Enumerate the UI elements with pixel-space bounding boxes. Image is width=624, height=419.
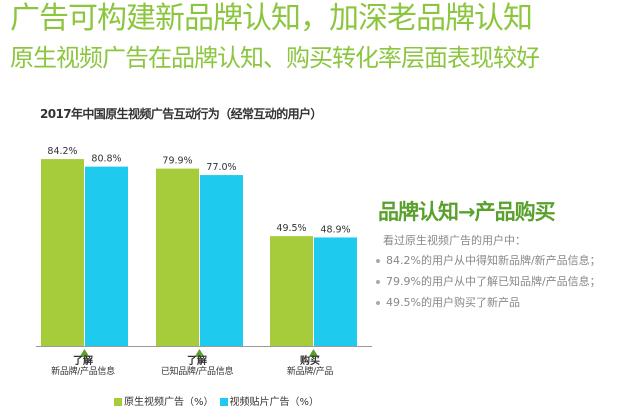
category-label-line1: 了解 xyxy=(73,356,93,367)
side-heading: 品牌认知→产品购买 xyxy=(378,200,556,224)
bar-series1-cat1 xyxy=(200,175,243,346)
data-label: 49.5% xyxy=(276,223,306,234)
data-label: 84.2% xyxy=(47,146,77,157)
list-item-text: 49.5%的用户购买了新产品 xyxy=(386,296,520,309)
bullet-icon xyxy=(376,258,380,263)
side-intro: 看过原生视频广告的用户中： xyxy=(383,234,526,247)
category-marker-icon xyxy=(194,349,205,357)
data-label: 79.9% xyxy=(162,156,192,167)
legend-swatch-cyan xyxy=(219,398,228,406)
category-label-2: 购买 新品牌/产品 xyxy=(255,356,365,378)
bar-series1-cat2 xyxy=(314,237,357,346)
list-item: 49.5%的用户购买了新产品 xyxy=(374,292,601,313)
bullet-icon xyxy=(376,279,380,284)
list-item: 84.2%的用户从中得知新品牌/新产品信息； xyxy=(374,250,601,271)
category-marker-icon xyxy=(79,349,90,357)
bullet-icon xyxy=(376,300,380,305)
page-title: 广告可构建新品牌认知，加深老品牌认知 xyxy=(10,1,533,36)
legend-item-preroll: 视频贴片广告（%） xyxy=(219,393,320,408)
chart-legend: 原生视频广告（%） 视频贴片广告（%） xyxy=(114,393,319,408)
category-label-line2: 新品牌/产品信息 xyxy=(51,367,115,377)
category-label-1: 了解 已知品牌/产品信息 xyxy=(142,356,252,378)
data-label: 80.8% xyxy=(91,154,121,165)
legend-swatch-green xyxy=(114,398,122,406)
legend-label: 视频贴片广告（%） xyxy=(229,397,320,408)
category-label-0: 了解 新品牌/产品信息 xyxy=(28,356,138,378)
data-label: 77.0% xyxy=(206,162,236,173)
category-label-line1: 了解 xyxy=(187,356,207,367)
bar-series0-cat0 xyxy=(41,159,84,346)
category-marker-icon xyxy=(308,349,319,357)
category-label-line2: 已知品牌/产品信息 xyxy=(160,367,234,377)
data-label: 48.9% xyxy=(320,224,350,235)
side-bullet-list: 84.2%的用户从中得知新品牌/新产品信息； 79.9%的用户从中了解已知品牌/… xyxy=(374,250,601,313)
category-label-line2: 新品牌/产品 xyxy=(286,367,334,377)
page-subtitle: 原生视频广告在品牌认知、购买转化率层面表现较好 xyxy=(10,44,540,72)
list-item-text: 79.9%的用户从中了解已知品牌/产品信息； xyxy=(386,275,601,288)
legend-item-native: 原生视频广告（%） xyxy=(114,393,214,408)
legend-label: 原生视频广告（%） xyxy=(124,397,214,408)
list-item: 79.9%的用户从中了解已知品牌/产品信息； xyxy=(374,271,601,292)
chart-title: 2017年中国原生视频广告互动行为（经常互动的用户） xyxy=(40,107,322,121)
bar-series0-cat2 xyxy=(270,236,313,346)
bar-series1-cat0 xyxy=(85,166,128,346)
bar-series0-cat1 xyxy=(156,168,199,346)
category-label-line1: 购买 xyxy=(300,356,320,367)
list-item-text: 84.2%的用户从中得知新品牌/新产品信息； xyxy=(386,254,601,267)
